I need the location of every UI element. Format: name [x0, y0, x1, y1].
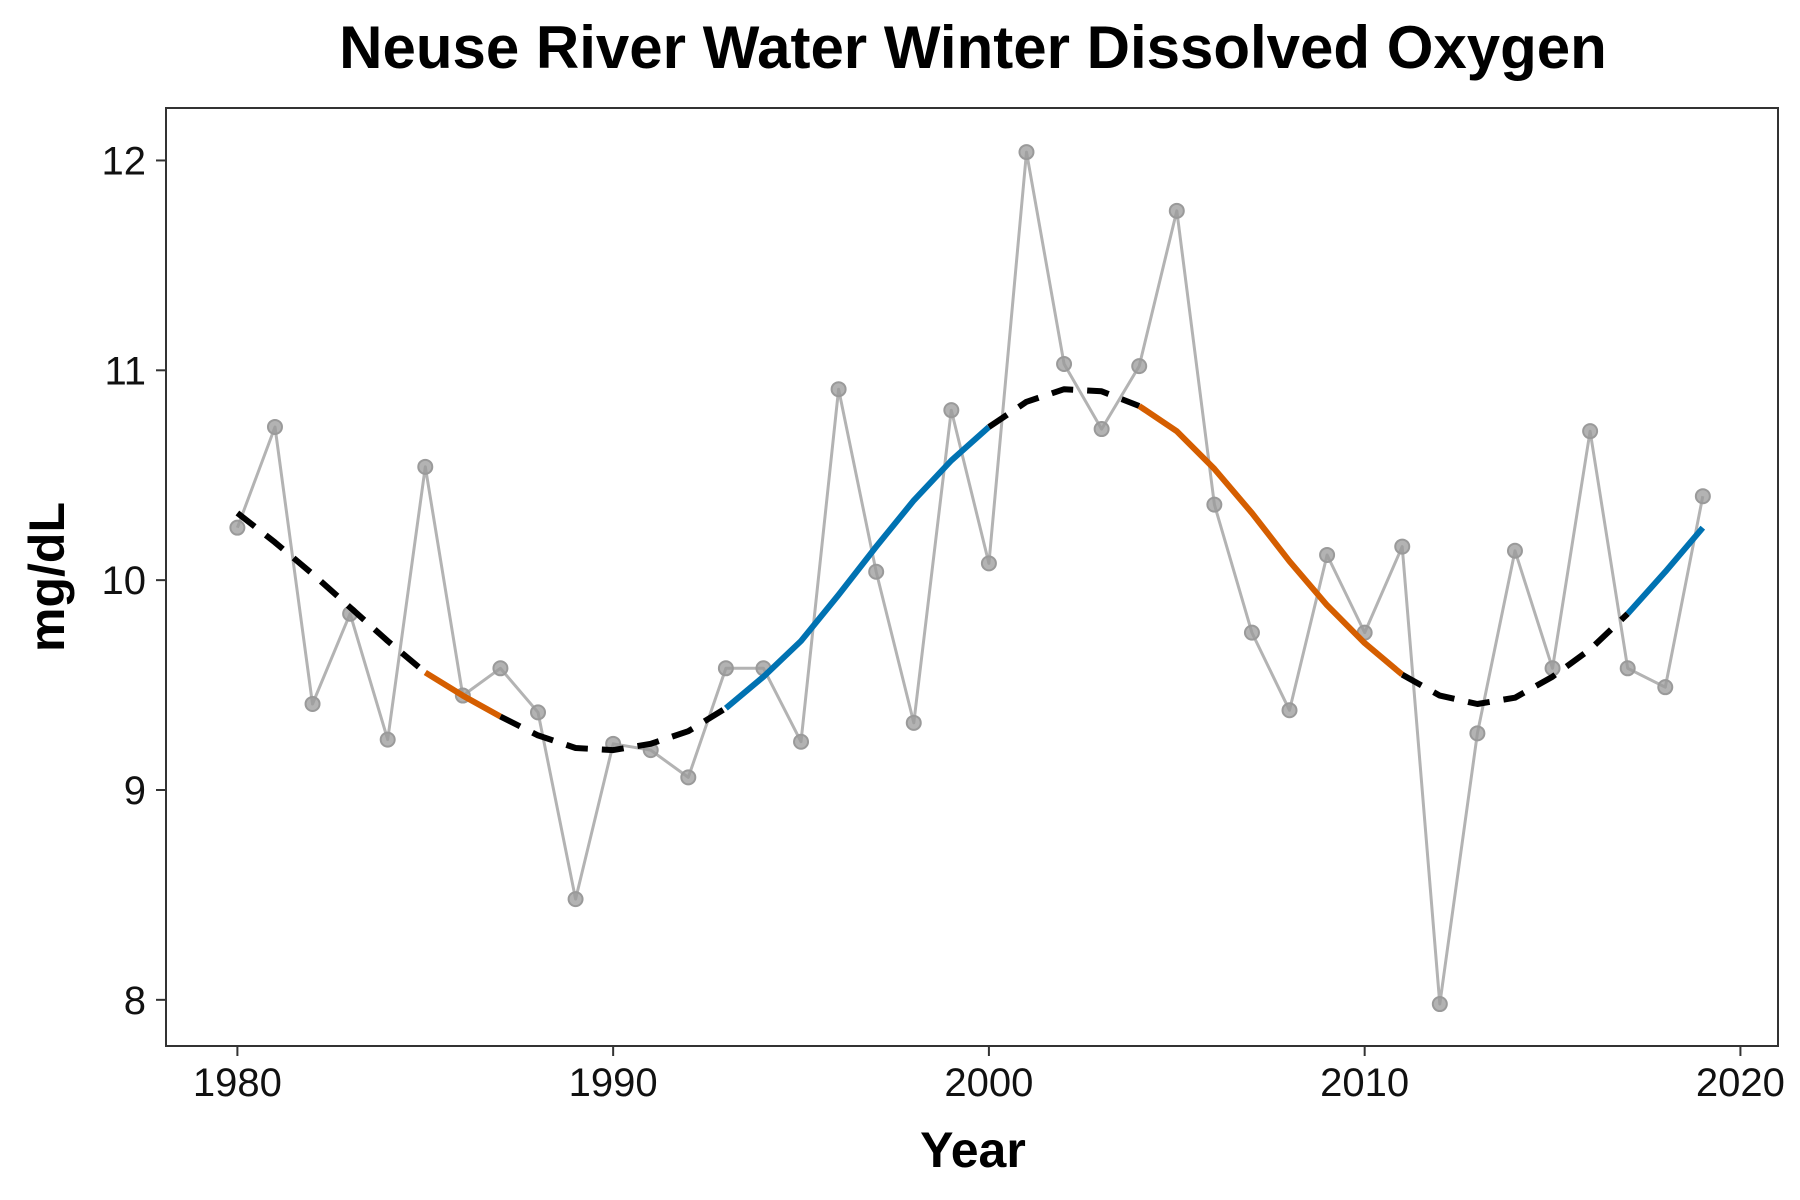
data-point [379, 731, 396, 748]
data-point [830, 381, 847, 398]
data-layer [229, 144, 1711, 1013]
data-point [567, 891, 584, 908]
data-point [868, 563, 885, 580]
trend-segment-dashed [1400, 611, 1630, 707]
plot-panel [165, 107, 1779, 1047]
data-point [1431, 996, 1448, 1013]
data-point [1657, 679, 1674, 696]
data-point [980, 555, 997, 572]
chart-title: Neuse River Water Winter Dissolved Oxyge… [339, 14, 1607, 81]
data-point [1168, 202, 1185, 219]
data-point [1394, 538, 1411, 555]
data-point [793, 733, 810, 750]
data-point [1018, 144, 1035, 161]
data-point [1582, 423, 1599, 440]
data-point [530, 704, 546, 721]
data-point [229, 519, 246, 536]
data-point [1056, 356, 1073, 373]
data-point [1131, 358, 1148, 375]
data-point [680, 769, 697, 786]
data-point [1469, 725, 1486, 742]
x-tick-label: 2000 [944, 1061, 1033, 1105]
trend-segment-solid [1137, 403, 1405, 677]
trend-segment-dashed [235, 510, 428, 675]
data-point [1319, 546, 1336, 563]
data-point [1281, 702, 1298, 719]
trend-segment-dashed [499, 705, 728, 754]
x-tick-label: 1990 [569, 1061, 658, 1105]
y-axis-label: mg/dL [19, 502, 75, 652]
data-point [1694, 488, 1711, 505]
data-point [266, 418, 283, 435]
y-tick-label: 12 [102, 139, 147, 183]
trend-segment-solid [1625, 525, 1706, 616]
x-axis: 1980 1990 2000 2010 2020 [193, 1046, 1785, 1105]
data-point [1619, 660, 1636, 677]
x-tick-label: 1980 [193, 1061, 282, 1105]
data-point [304, 695, 321, 712]
y-axis: 8 9 10 11 12 [102, 139, 166, 1023]
y-tick-label: 9 [124, 769, 146, 813]
trend-segment-solid [723, 424, 991, 711]
x-axis-label: Year [920, 1122, 1026, 1178]
trend-layer [235, 386, 1706, 754]
y-tick-label: 10 [102, 559, 147, 603]
data-point [905, 714, 922, 731]
x-tick-label: 2010 [1320, 1061, 1409, 1105]
data-point [717, 660, 734, 677]
y-tick-label: 8 [124, 979, 146, 1023]
data-point [1093, 421, 1110, 438]
data-point [1206, 496, 1223, 513]
observed-line [235, 150, 1705, 1006]
trend-segment-dashed [987, 386, 1141, 430]
trend-segment-solid [423, 669, 502, 720]
y-tick-label: 11 [104, 349, 146, 393]
data-point [943, 402, 960, 419]
x-tick-label: 2020 [1696, 1061, 1785, 1105]
data-point [1506, 542, 1523, 559]
data-point [492, 660, 509, 677]
data-point [417, 458, 434, 475]
data-point [1243, 624, 1260, 641]
